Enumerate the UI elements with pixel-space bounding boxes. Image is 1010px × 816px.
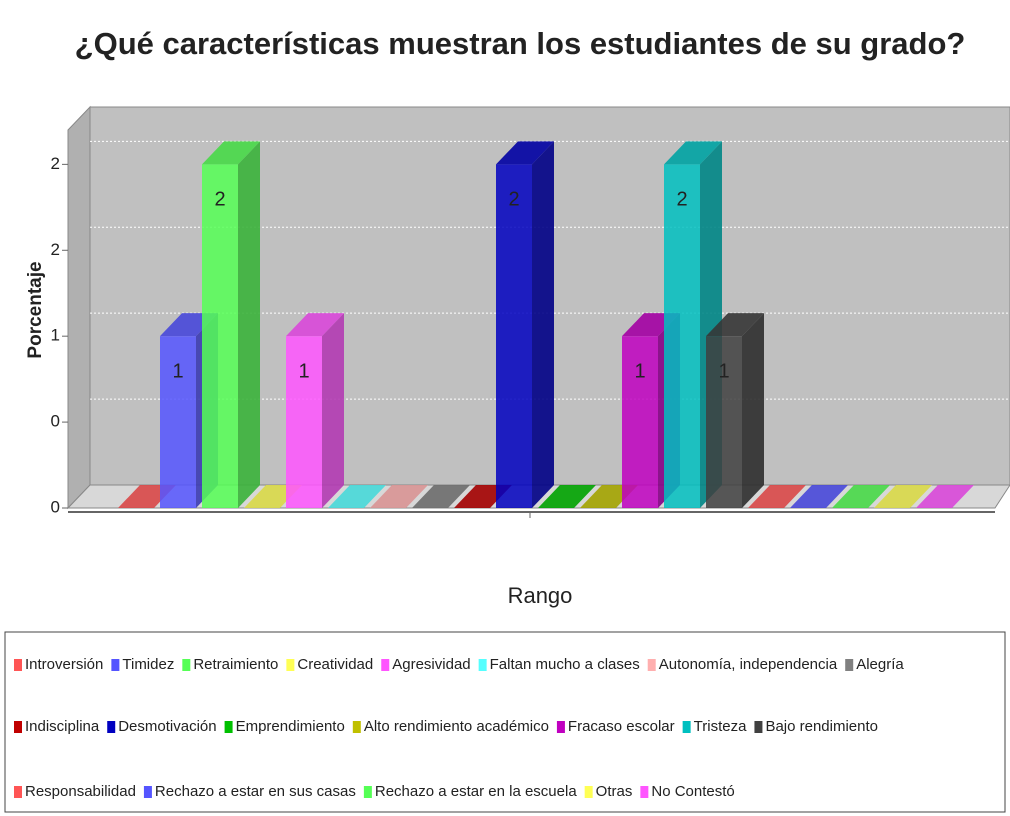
bar-side <box>532 141 554 508</box>
bar <box>538 485 596 508</box>
bar-side <box>238 141 260 508</box>
y-tick-label: 2 <box>51 240 60 259</box>
legend-swatch <box>286 659 295 671</box>
bar <box>706 336 742 508</box>
legend-swatch <box>556 721 565 733</box>
legend-swatch <box>182 659 191 671</box>
bar <box>496 164 532 508</box>
legend-swatch <box>363 786 372 798</box>
legend-label: Introversión <box>25 656 103 673</box>
y-axis-label: Porcentaje <box>25 261 46 358</box>
data-label: 1 <box>634 360 645 382</box>
data-label: 2 <box>214 189 225 211</box>
data-label: 2 <box>676 189 687 211</box>
bar-top <box>664 141 722 165</box>
legend-label: Retraimiento <box>193 656 278 673</box>
bar <box>328 485 386 508</box>
bar-top <box>706 313 764 337</box>
data-label: 2 <box>508 189 519 211</box>
legend-swatch <box>647 659 656 671</box>
bar-top <box>286 313 344 337</box>
bar-top <box>748 485 806 508</box>
bar <box>202 164 238 508</box>
legend-label: Otras <box>596 783 633 800</box>
legend-swatch <box>352 721 361 733</box>
bar <box>160 336 196 508</box>
legend-label: Tristeza <box>694 718 747 735</box>
legend-swatch <box>478 659 487 671</box>
y-tick-label: 1 <box>51 326 60 345</box>
bar <box>412 485 470 508</box>
bar-top <box>790 485 848 508</box>
data-label: 1 <box>172 360 183 382</box>
bar <box>874 485 932 508</box>
y-tick-label: 2 <box>51 154 60 173</box>
y-tick-label: 0 <box>51 497 60 516</box>
legend-swatch <box>682 721 691 733</box>
legend-swatch <box>143 786 152 798</box>
legend-label: Autonomía, independencia <box>659 656 838 673</box>
bar-side <box>742 313 764 508</box>
legend-label: Indisciplina <box>25 718 100 735</box>
bar: 2 <box>664 141 722 508</box>
bar: 2 <box>496 141 554 508</box>
legend-label: Desmotivación <box>118 718 216 735</box>
chart-title: ¿Qué características muestran los estudi… <box>75 26 966 61</box>
bar <box>748 485 806 508</box>
bar-top <box>916 485 974 508</box>
bar-top <box>832 485 890 508</box>
legend-swatch <box>584 786 593 798</box>
bar-top <box>874 485 932 508</box>
y-tick-label: 0 <box>51 412 60 431</box>
bar-top <box>202 141 260 165</box>
legend-swatch <box>845 659 854 671</box>
legend-swatch <box>111 659 120 671</box>
legend-swatch <box>14 786 22 798</box>
bar <box>286 336 322 508</box>
bar-side <box>322 313 344 508</box>
legend-label: Bajo rendimiento <box>765 718 878 735</box>
legend-swatch <box>224 721 233 733</box>
bar-top <box>412 485 470 508</box>
legend-label: No Contestó <box>651 783 734 800</box>
bar <box>916 485 974 508</box>
legend-swatch <box>14 721 22 733</box>
bar <box>832 485 890 508</box>
bar <box>664 164 700 508</box>
legend-swatch <box>754 721 763 733</box>
legend-label: Rechazo a estar en la escuela <box>375 783 577 800</box>
bar <box>622 336 658 508</box>
bar-top <box>328 485 386 508</box>
legend-label: Timidez <box>122 656 174 673</box>
legend-label: Alto rendimiento académico <box>364 718 549 735</box>
bar: 1 <box>286 313 344 508</box>
bar <box>370 485 428 508</box>
bar-top <box>370 485 428 508</box>
legend-label: Emprendimiento <box>236 718 345 735</box>
legend-label: Faltan mucho a clases <box>490 656 640 673</box>
legend-label: Responsabilidad <box>25 783 136 800</box>
bar: 1 <box>706 313 764 508</box>
bar <box>790 485 848 508</box>
legend-swatch <box>14 659 22 671</box>
data-label: 1 <box>298 360 309 382</box>
legend-label: Agresividad <box>392 656 470 673</box>
legend-swatch <box>381 659 390 671</box>
legend-label: Alegría <box>856 656 904 673</box>
legend-box <box>4 631 1006 813</box>
bar: 2 <box>202 141 260 508</box>
bar-top <box>496 141 554 165</box>
legend-swatch <box>640 786 649 798</box>
legend-swatch <box>107 721 116 733</box>
legend-label: Rechazo a estar en sus casas <box>155 783 356 800</box>
bar-top <box>538 485 596 508</box>
x-axis-label: Rango <box>508 583 573 608</box>
legend-label: Fracaso escolar <box>568 718 675 735</box>
legend-label: Creatividad <box>297 656 373 673</box>
data-label: 1 <box>718 360 729 382</box>
